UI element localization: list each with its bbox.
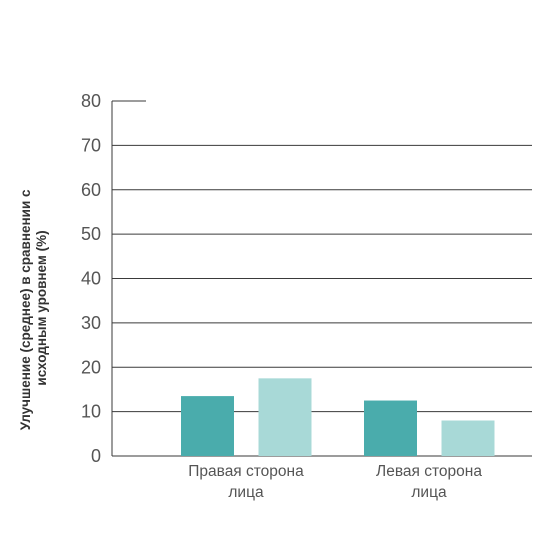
y-tick-label: 50: [81, 224, 101, 244]
category-labels: Правая сторона лица Левая сторона лица: [188, 463, 482, 501]
y-tick-label: 30: [81, 313, 101, 333]
y-tick-label: 70: [81, 135, 101, 155]
y-axis-title: Улучшение (среднее) в сравнении с исходн…: [18, 186, 49, 431]
y-tick-label: 40: [81, 269, 101, 289]
category-label-line: Правая сторона: [188, 463, 304, 480]
category-label: Правая сторона лица: [188, 463, 304, 501]
y-tick-label: 0: [91, 446, 101, 466]
bar-left-side-series-2: [441, 420, 495, 456]
category-label: Левая сторона лица: [376, 463, 482, 501]
gridlines: [112, 100, 532, 457]
bars: [181, 378, 495, 456]
category-label-line: Левая сторона: [376, 463, 482, 480]
y-axis-title-line-1: Улучшение (среднее) в сравнении с: [18, 189, 33, 430]
y-tick-label: 10: [81, 402, 101, 422]
y-tick-label: 20: [81, 357, 101, 377]
category-label-line: лица: [411, 484, 447, 501]
bar-left-side-series-1: [364, 400, 417, 456]
category-label-line: лица: [228, 484, 264, 501]
bar-right-side-series-2: [258, 378, 312, 456]
y-axis-title-line-2: исходным уровнем (%): [34, 230, 49, 385]
y-tick-label: 60: [81, 180, 101, 200]
bar-right-side-series-1: [181, 396, 234, 456]
y-tick-label: 80: [81, 91, 101, 111]
y-tick-labels: 0 10 20 30 40 50 60 70 80: [81, 91, 101, 466]
